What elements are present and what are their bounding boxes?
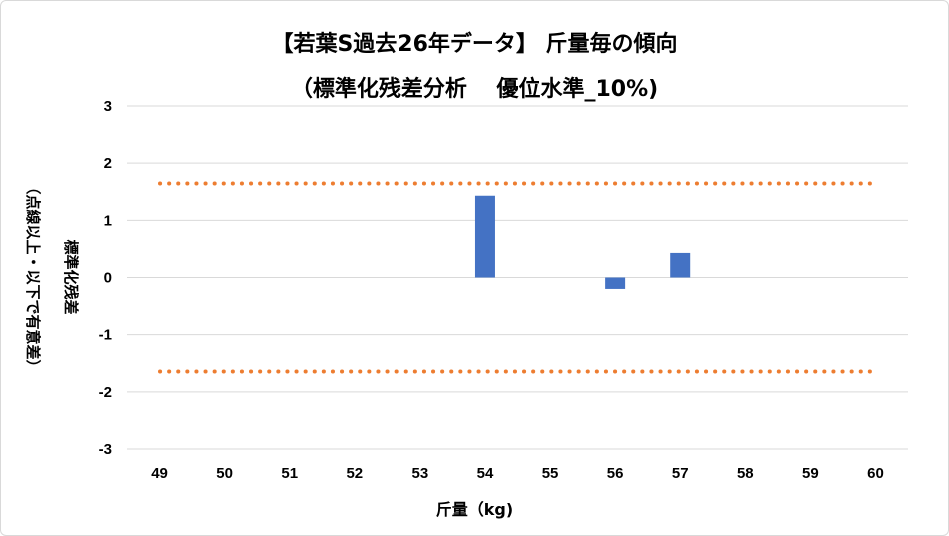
y-axis-title: 標準化残差 (62, 239, 80, 314)
x-tick-label: 50 (216, 465, 233, 482)
y-tick-label: -2 (99, 384, 112, 401)
x-tick-label: 60 (867, 465, 884, 482)
x-tick-label: 56 (607, 465, 624, 482)
y-tick-label: 1 (104, 212, 112, 229)
x-axis-title: 斤量（kg) (435, 500, 514, 519)
chart-title-line-1: 【若葉S過去26年データ】 斤量毎の傾向 (271, 32, 678, 57)
x-tick-label: 51 (281, 465, 298, 482)
bar-57 (670, 252, 691, 278)
bar-56 (605, 277, 626, 289)
bar-54 (474, 195, 495, 278)
x-tick-label: 54 (477, 465, 494, 482)
y-tick-label: -3 (99, 441, 112, 458)
x-tick-label: 58 (737, 465, 754, 482)
y-tick-label: 2 (104, 155, 112, 172)
x-tick-label: 52 (346, 465, 363, 482)
y-axis-subtitle: （点線以上・以下で有意差） (24, 179, 42, 374)
y-tick-label: -1 (99, 327, 112, 344)
chart-title-line-2: （標準化残差分析 優位水準_10%) (290, 77, 659, 102)
y-tick-label: 3 (104, 98, 112, 115)
x-tick-label: 59 (802, 465, 819, 482)
x-tick-label: 55 (542, 465, 559, 482)
y-tick-label: 0 (104, 270, 112, 287)
x-tick-label: 49 (151, 465, 168, 482)
x-tick-label: 57 (672, 465, 689, 482)
x-tick-label: 53 (412, 465, 429, 482)
